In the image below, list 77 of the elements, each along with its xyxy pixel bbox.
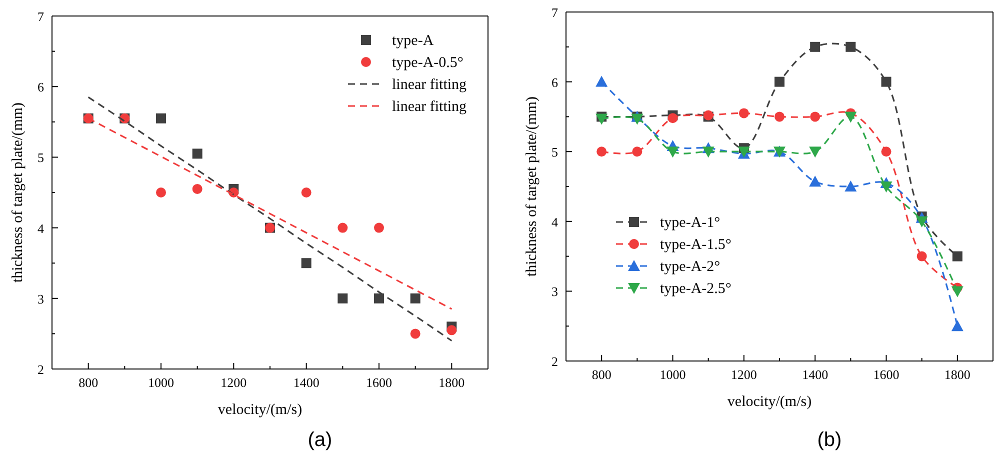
- point: [844, 180, 857, 192]
- point: [880, 182, 892, 192]
- x-tick-label: 1800: [438, 375, 465, 390]
- y-tick-label: 2: [552, 354, 558, 369]
- x-tick-label: 1000: [660, 367, 686, 382]
- y-tick-label: 7: [38, 9, 44, 24]
- legend-label: linear fitting: [392, 77, 468, 93]
- point: [916, 216, 928, 228]
- y-tick-label: 3: [38, 291, 44, 306]
- point: [301, 188, 312, 198]
- point: [446, 325, 457, 336]
- point: [192, 148, 202, 159]
- point: [374, 222, 384, 233]
- x-tick-label: 800: [592, 367, 612, 382]
- x-tick-label: 1600: [873, 367, 900, 382]
- x-tick-label: 1200: [220, 375, 247, 390]
- point: [668, 113, 678, 124]
- point: [156, 188, 166, 198]
- point: [631, 114, 644, 125]
- legend-label: type-A-1°: [660, 215, 720, 231]
- x-tick-label: 1400: [293, 375, 320, 390]
- point: [774, 76, 784, 87]
- y-tick-label: 6: [38, 80, 44, 95]
- y-tick-label: 6: [552, 74, 558, 90]
- y-axis-title: thickness of target plate/(mm): [10, 102, 26, 283]
- point: [738, 108, 749, 118]
- x-axis-title: velocity/(m/s): [218, 402, 302, 418]
- point: [951, 320, 964, 332]
- legend-label: type-A-2°: [660, 259, 720, 275]
- point: [809, 146, 822, 158]
- point: [881, 146, 892, 157]
- point: [666, 146, 679, 158]
- x-tick-label: 1200: [730, 367, 757, 382]
- legend-label: type-A-0.5°: [392, 55, 464, 71]
- point: [702, 146, 714, 158]
- point: [844, 112, 857, 123]
- y-tick-label: 4: [38, 220, 44, 236]
- point: [338, 293, 348, 304]
- x-axis-title: velocity/(m/s): [727, 394, 812, 410]
- point: [410, 328, 420, 339]
- y-tick-label: 7: [552, 5, 558, 20]
- y-tick-label: 2: [38, 362, 44, 377]
- point: [810, 112, 820, 122]
- point: [916, 251, 927, 262]
- legend-label: type-A-2.5°: [660, 281, 732, 297]
- point: [810, 42, 820, 52]
- point: [774, 112, 784, 122]
- legend-label: type-A-1.5°: [660, 237, 732, 253]
- point: [156, 113, 166, 124]
- point: [596, 146, 607, 157]
- point: [374, 293, 384, 304]
- text: (b): [817, 429, 842, 451]
- point: [632, 146, 642, 157]
- y-axis-title: thickness of target plate/(mm): [524, 96, 540, 277]
- point: [846, 42, 856, 52]
- point: [881, 76, 892, 87]
- point: [809, 176, 822, 187]
- x-tick-label: 1000: [148, 375, 174, 390]
- point: [596, 114, 608, 125]
- y-tick-label: 5: [38, 150, 44, 166]
- x-tick-label: 1600: [366, 375, 392, 390]
- x-tick-label: 800: [78, 375, 98, 390]
- point: [301, 258, 312, 268]
- y-tick-label: 5: [552, 144, 558, 160]
- point: [951, 286, 964, 298]
- point: [410, 293, 420, 304]
- point: [596, 76, 608, 87]
- y-tick-label: 3: [552, 284, 558, 300]
- point: [192, 184, 202, 194]
- legend-label: type-A: [392, 33, 434, 49]
- x-tick-label: 1800: [944, 367, 970, 382]
- x-tick-label: 1400: [802, 367, 828, 382]
- text: (a): [308, 429, 332, 451]
- point: [952, 251, 962, 262]
- legend-label: linear fitting: [392, 99, 468, 115]
- point: [338, 222, 348, 233]
- y-tick-label: 4: [552, 214, 558, 230]
